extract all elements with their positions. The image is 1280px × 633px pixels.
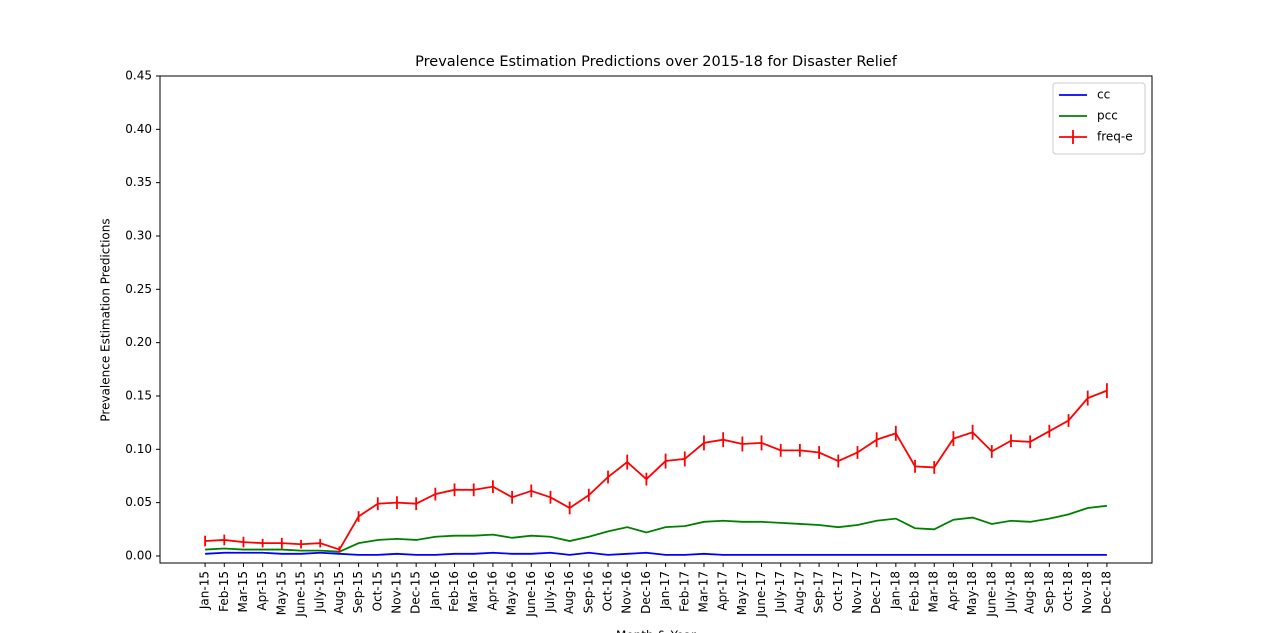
x-tick-label: Apr-16 <box>485 571 499 611</box>
x-tick-label: May-18 <box>965 571 979 615</box>
y-tick-label: 0.25 <box>125 282 152 296</box>
x-axis-label: Month & Year <box>616 629 696 633</box>
x-tick-label: June-16 <box>524 571 538 618</box>
x-tick-label: Feb-18 <box>908 571 922 612</box>
x-tick-label: May-15 <box>274 571 288 615</box>
x-tick-label: Apr-15 <box>255 571 269 611</box>
x-tick-label: Apr-17 <box>716 571 730 611</box>
x-tick-label: Oct-17 <box>831 571 845 611</box>
x-tick-label: June-15 <box>294 571 308 618</box>
x-tick-label: Mar-17 <box>696 571 710 612</box>
x-tick-label: Sep-18 <box>1042 571 1056 613</box>
x-tick-label: Sep-17 <box>812 571 826 613</box>
y-tick-label: 0.20 <box>125 335 152 349</box>
y-axis-label: Prevalence Estimation Predictions <box>99 218 113 421</box>
x-tick-label: Apr-18 <box>946 571 960 611</box>
x-tick-label: Oct-15 <box>370 571 384 611</box>
x-tick-label: Dec-18 <box>1099 571 1113 614</box>
x-tick-label: Aug-16 <box>562 571 576 614</box>
x-tick-label: Nov-15 <box>389 571 403 614</box>
x-tick-label: Nov-16 <box>620 571 634 614</box>
y-tick-label: 0.30 <box>125 228 152 242</box>
series-line <box>205 551 1107 556</box>
x-tick-label: Jan-18 <box>888 571 902 610</box>
x-tick-label: Jan-15 <box>198 571 212 610</box>
y-tick-label: 0.15 <box>125 388 152 402</box>
x-tick-label: Mar-15 <box>236 571 250 612</box>
x-tick-label: Aug-18 <box>1023 571 1037 614</box>
x-tick-label: June-18 <box>984 571 998 618</box>
x-tick-label: May-16 <box>505 571 519 615</box>
x-tick-label: July-15 <box>313 571 327 613</box>
x-tick-label: Feb-15 <box>217 571 231 612</box>
x-tick-label: Aug-17 <box>792 571 806 614</box>
x-tick-label: Feb-17 <box>677 571 691 612</box>
x-tick-label: Jan-17 <box>658 571 672 610</box>
x-tick-label: Nov-18 <box>1080 571 1094 614</box>
x-tick-label: Aug-15 <box>332 571 346 614</box>
x-tick-label: July-17 <box>773 571 787 613</box>
x-tick-label: Dec-16 <box>639 571 653 614</box>
x-tick-label: Feb-16 <box>447 571 461 612</box>
plot-frame <box>159 75 1153 564</box>
x-tick-label: Dec-15 <box>409 571 423 614</box>
y-tick-label: 0.10 <box>125 442 152 456</box>
y-tick-label: 0.45 <box>125 69 152 83</box>
x-tick-label: Mar-18 <box>927 571 941 612</box>
x-tick-label: Mar-16 <box>466 571 480 612</box>
x-tick-label: July-18 <box>1003 571 1017 613</box>
series-line <box>205 389 1108 551</box>
y-tick-label: 0.00 <box>125 548 152 562</box>
x-tick-label: Dec-17 <box>869 571 883 614</box>
x-tick-label: Sep-16 <box>581 571 595 613</box>
legend-label: pcc <box>1097 109 1118 123</box>
y-tick-label: 0.35 <box>125 175 152 189</box>
chart-title: Prevalence Estimation Predictions over 2… <box>415 54 898 70</box>
x-tick-label: Nov-17 <box>850 571 864 614</box>
x-tick-label: May-17 <box>735 571 749 615</box>
x-tick-label: Oct-18 <box>1061 571 1075 611</box>
x-tick-label: Oct-16 <box>601 571 615 611</box>
x-tick-label: July-16 <box>543 571 557 613</box>
y-tick-label: 0.05 <box>125 495 152 509</box>
legend-label: cc <box>1097 88 1110 102</box>
legend-label: freq-e <box>1097 130 1133 144</box>
y-tick-label: 0.40 <box>125 122 152 136</box>
x-tick-label: Jan-16 <box>428 571 442 610</box>
x-tick-label: Sep-15 <box>351 571 365 613</box>
series-line <box>205 504 1108 553</box>
x-tick-label: June-17 <box>754 571 768 618</box>
